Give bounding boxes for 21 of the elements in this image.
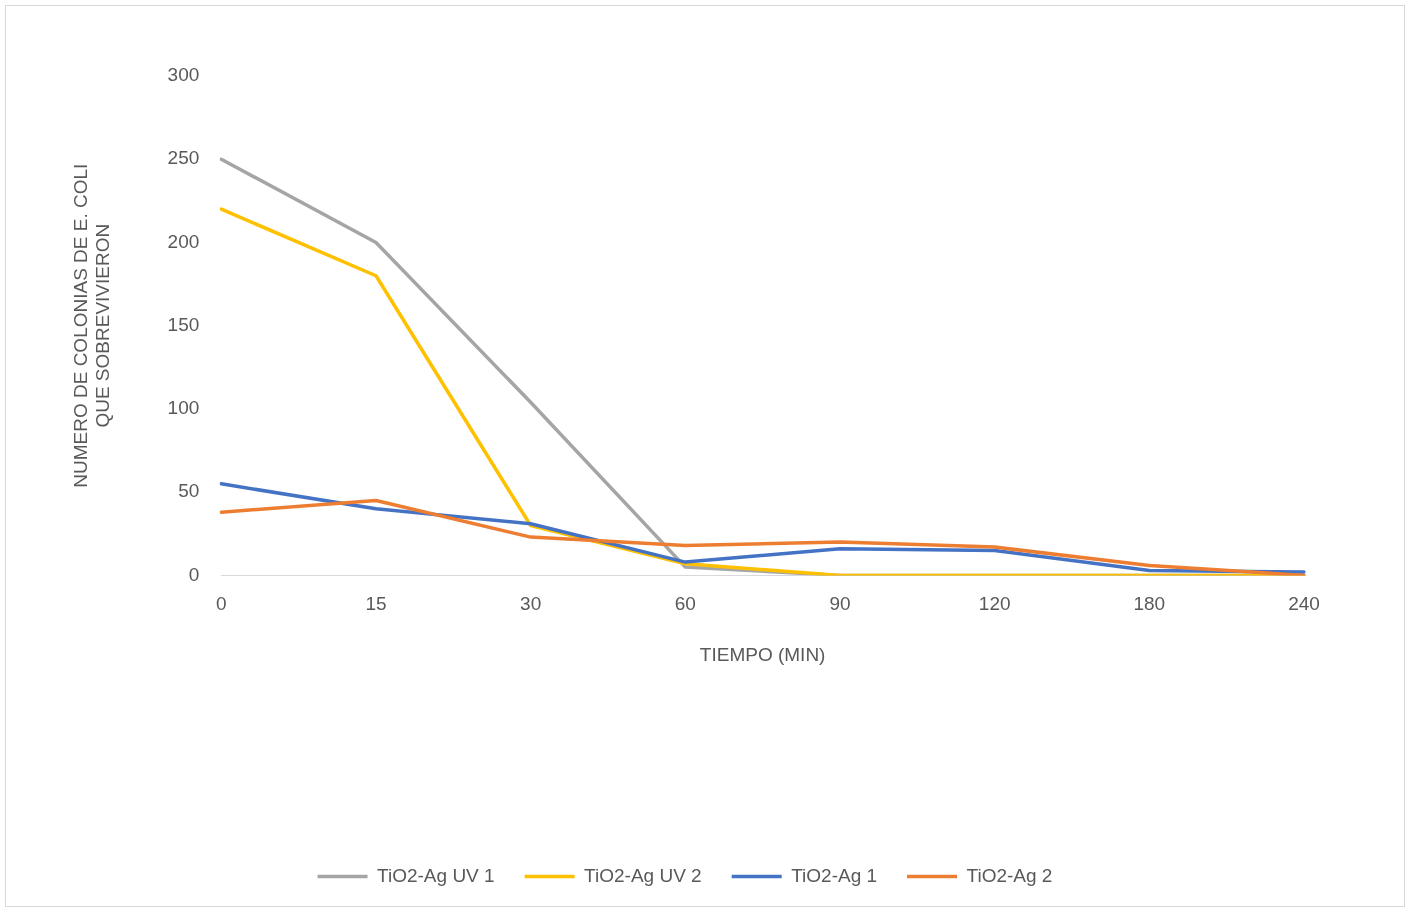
- x-tick-label: 180: [1133, 593, 1166, 615]
- y-tick-label: 200: [167, 230, 200, 252]
- legend-label: TiO2-Ag 1: [791, 864, 878, 886]
- y-tick-label: 50: [178, 480, 200, 502]
- y-tick-label: 300: [167, 64, 200, 86]
- x-tick-label: 90: [829, 593, 851, 615]
- x-axis-title: TIEMPO (MIN): [699, 643, 826, 665]
- y-tick-label: 100: [167, 397, 200, 419]
- x-tick-label: 15: [365, 593, 387, 615]
- x-tick-label: 60: [674, 593, 696, 615]
- y-tick-label: 150: [167, 313, 200, 335]
- y-tick-label: 0: [188, 563, 200, 585]
- legend-label: TiO2-Ag 2: [966, 864, 1053, 886]
- legend-label: TiO2-Ag UV 1: [377, 864, 495, 886]
- x-tick-label: 30: [520, 593, 542, 615]
- y-axis-title: NUMERO DE COLONIAS DE E. COLI QUE SOBREVIVIERON: [69, 163, 114, 488]
- x-tick-label: 120: [978, 593, 1011, 615]
- x-tick-label: 240: [1288, 593, 1320, 615]
- legend-label: TiO2-Ag UV 2: [584, 864, 702, 886]
- y-tick-label: 250: [167, 147, 200, 169]
- x-tick-label: 0: [216, 593, 227, 615]
